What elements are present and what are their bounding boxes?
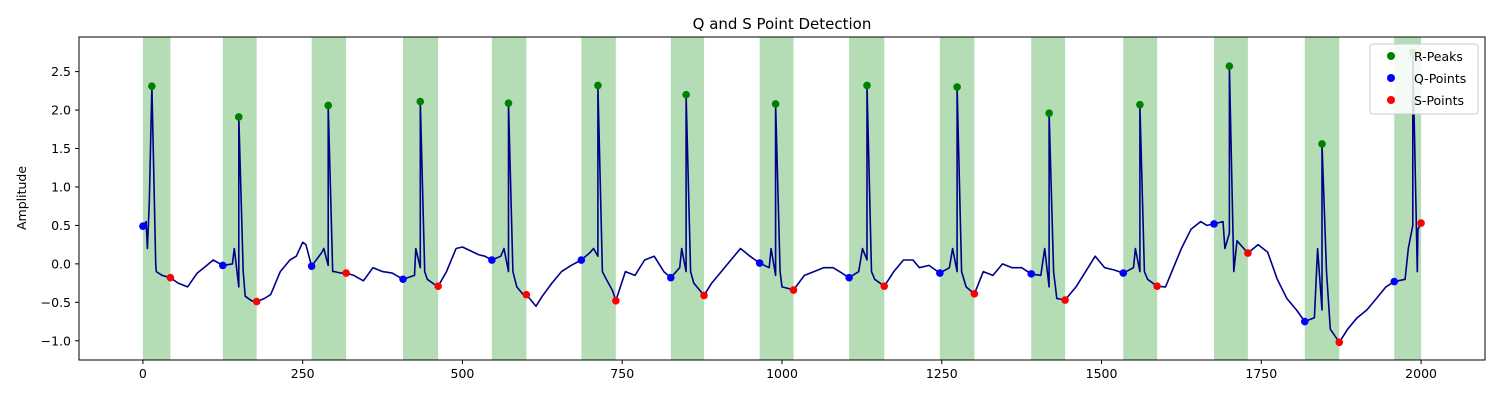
q-points-marker xyxy=(399,275,407,284)
plot-area xyxy=(139,37,1425,360)
r-peaks-marker xyxy=(1318,140,1326,148)
q-points-marker xyxy=(1300,317,1309,326)
r-peaks-marker xyxy=(324,101,333,110)
x-tick-label: 500 xyxy=(451,366,475,381)
legend-label-s-points: S-Points xyxy=(1414,93,1464,108)
q-points-marker xyxy=(845,273,853,282)
q-points-marker xyxy=(307,262,316,270)
legend-box xyxy=(1369,43,1479,115)
qrs-band-1 xyxy=(222,37,257,360)
x-axis-ticks: 0 250 500 750 1000 1250 1500 1750 2000 xyxy=(139,360,1437,381)
s-points-marker xyxy=(612,296,620,305)
x-tick-label: 0 xyxy=(139,366,147,381)
s-points-marker xyxy=(252,297,261,306)
s-points-marker xyxy=(789,286,798,294)
qrs-band-0 xyxy=(142,37,171,360)
qrs-band-7 xyxy=(759,37,794,360)
x-tick-label: 1250 xyxy=(926,366,958,381)
r-peaks-marker xyxy=(1225,62,1234,71)
q-points-marker xyxy=(1027,270,1036,278)
q-points-marker xyxy=(1390,277,1399,286)
y-axis-label: Amplitude xyxy=(14,166,29,230)
y-tick-label: 1.5 xyxy=(51,141,71,156)
y-tick-label: 1.0 xyxy=(51,179,71,194)
legend-marker-r-peaks xyxy=(1387,52,1395,60)
q-points-marker xyxy=(577,256,586,264)
r-peaks-marker xyxy=(148,82,156,91)
legend-marker-q-points xyxy=(1387,74,1395,82)
x-tick-label: 1000 xyxy=(766,366,798,381)
s-points-marker xyxy=(166,273,175,282)
r-peaks-marker xyxy=(1136,100,1144,109)
q-points-marker xyxy=(755,259,764,267)
q-points-marker xyxy=(218,261,227,270)
s-points-marker xyxy=(522,290,531,299)
r-peaks-marker xyxy=(863,81,871,90)
s-points-marker xyxy=(700,291,708,300)
q-points-marker xyxy=(139,222,147,230)
s-points-marker xyxy=(434,282,442,290)
legend-label-q-points: Q-Points xyxy=(1414,71,1466,86)
legend-marker-s-points xyxy=(1387,96,1395,104)
q-points-marker xyxy=(488,256,496,264)
qrs-band-6 xyxy=(670,37,705,360)
qrs-band-10 xyxy=(1031,37,1066,360)
r-peaks-marker xyxy=(504,99,513,107)
x-tick-label: 750 xyxy=(610,366,634,381)
s-points-marker xyxy=(1335,338,1344,347)
x-tick-label: 2000 xyxy=(1405,366,1437,381)
r-peaks-marker xyxy=(234,113,243,121)
y-tick-label: −1.0 xyxy=(41,333,71,348)
y-tick-label: 0.5 xyxy=(51,218,71,233)
x-tick-label: 1750 xyxy=(1245,366,1277,381)
chart-title: Q and S Point Detection xyxy=(693,15,872,33)
q-points-marker xyxy=(1119,269,1128,277)
y-tick-label: 0.0 xyxy=(51,256,71,271)
y-tick-label: 2.0 xyxy=(51,103,71,118)
s-points-marker xyxy=(1153,282,1161,290)
legend: R-Peaks Q-Points S-Points xyxy=(1369,43,1479,115)
s-points-marker xyxy=(342,269,350,277)
r-peaks-marker xyxy=(771,100,780,108)
r-peaks-marker xyxy=(682,90,690,99)
s-points-marker xyxy=(880,282,889,290)
y-tick-label: −0.5 xyxy=(41,295,71,310)
s-points-marker xyxy=(1417,219,1425,227)
markers xyxy=(139,48,1425,347)
y-tick-label: 2.5 xyxy=(51,64,71,79)
r-peaks-marker xyxy=(953,83,961,91)
q-points-marker xyxy=(1210,220,1218,228)
s-points-marker xyxy=(1244,249,1252,257)
r-peaks-marker xyxy=(416,97,425,106)
y-axis-ticks: −1.0 −0.5 0.0 0.5 1.0 1.5 2.0 2.5 xyxy=(41,64,79,348)
q-points-marker xyxy=(936,269,944,277)
r-peaks-marker xyxy=(594,81,602,90)
s-points-marker xyxy=(970,290,979,298)
q-points-marker xyxy=(666,273,675,282)
x-tick-label: 250 xyxy=(291,366,315,381)
qrs-band-12 xyxy=(1214,37,1248,360)
r-peaks-marker xyxy=(1045,109,1053,117)
legend-label-r-peaks: R-Peaks xyxy=(1414,49,1463,64)
x-tick-label: 1500 xyxy=(1086,366,1118,381)
s-points-marker xyxy=(1061,296,1069,304)
